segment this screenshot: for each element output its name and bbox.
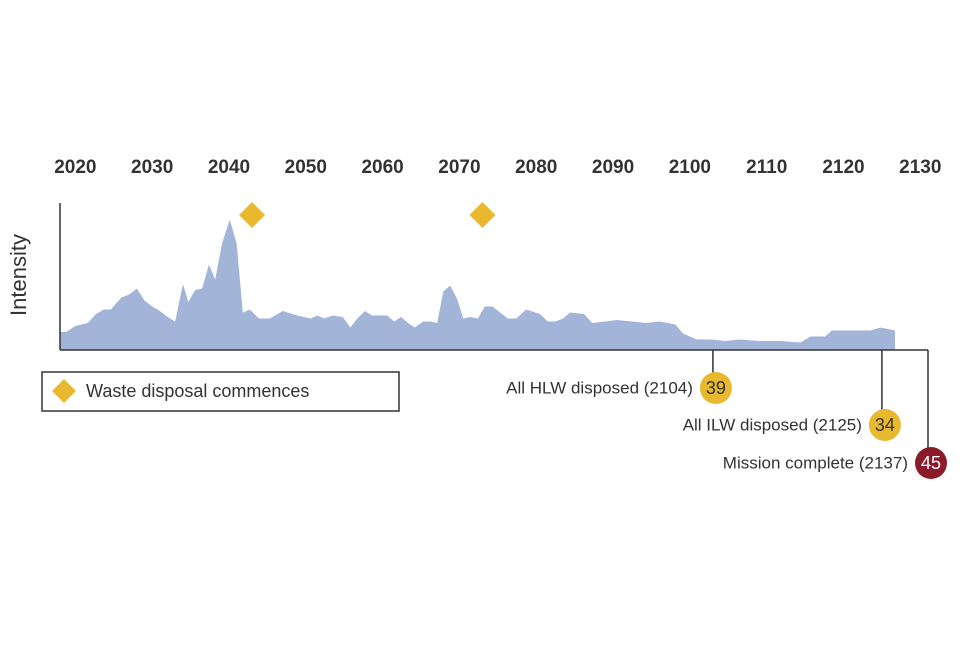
x-tick-label: 2110	[746, 157, 787, 178]
x-tick-label: 2070	[438, 157, 480, 178]
annotation-label: All ILW disposed (2125)	[683, 415, 862, 434]
y-axis-label: Intensity	[6, 234, 31, 316]
annotation-badge	[915, 447, 947, 479]
x-tick-label: 2090	[592, 157, 634, 178]
x-tick-label: 2120	[822, 157, 864, 178]
legend-diamond	[52, 379, 76, 403]
legend-box	[41, 371, 400, 412]
annotation-badge-text: 45	[921, 453, 941, 473]
annotation-badge	[868, 409, 901, 441]
x-tick-label: 2030	[131, 157, 173, 178]
annotation-badge	[699, 372, 732, 404]
annotation-label: All HLW disposed (2104)	[506, 378, 693, 397]
x-tick-label: 2080	[515, 157, 557, 178]
legend-label: Waste disposal commences	[86, 381, 309, 401]
x-tick-label: 2020	[54, 157, 96, 178]
area	[60, 219, 895, 350]
annotation-label: Mission complete (2137)	[723, 453, 908, 472]
x-tick-label: 2040	[208, 157, 250, 178]
x-tick-label: 2130	[899, 157, 941, 178]
diamond-marker	[469, 202, 496, 228]
x-tick-label: 2100	[669, 157, 711, 178]
diamond-marker	[239, 202, 266, 228]
annotation-badge-text: 39	[706, 378, 726, 398]
x-tick-label: 2050	[285, 157, 327, 178]
annotation-badge-text: 34	[875, 415, 895, 435]
x-tick-label: 2060	[361, 157, 403, 178]
